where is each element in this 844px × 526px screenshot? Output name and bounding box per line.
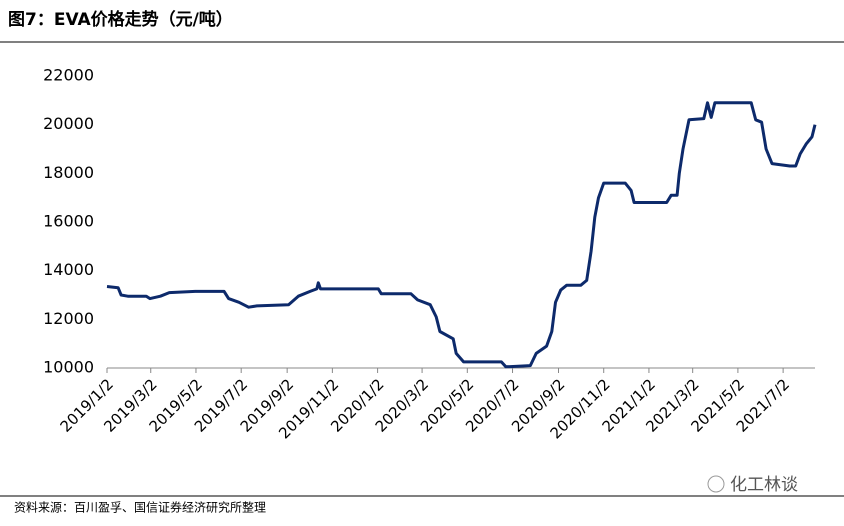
line-series: [106, 101, 817, 369]
watermark: 化工林谈: [730, 475, 798, 495]
source: 资料来源：百川盈孚、国信证券经济研究所整理: [14, 500, 266, 515]
y-tick-label: 14000: [43, 260, 94, 279]
y-tick-label: 10000: [43, 358, 94, 377]
y-tick-label: 16000: [43, 212, 94, 231]
y-tick-label: 20000: [43, 114, 94, 133]
y-tick-label: 22000: [43, 66, 94, 85]
y-tick-label: 18000: [43, 163, 94, 182]
chart-title: 图7：EVA价格走势（元/吨）: [8, 9, 233, 30]
y-tick-label: 12000: [43, 309, 94, 328]
watermark-icon: [707, 475, 725, 493]
